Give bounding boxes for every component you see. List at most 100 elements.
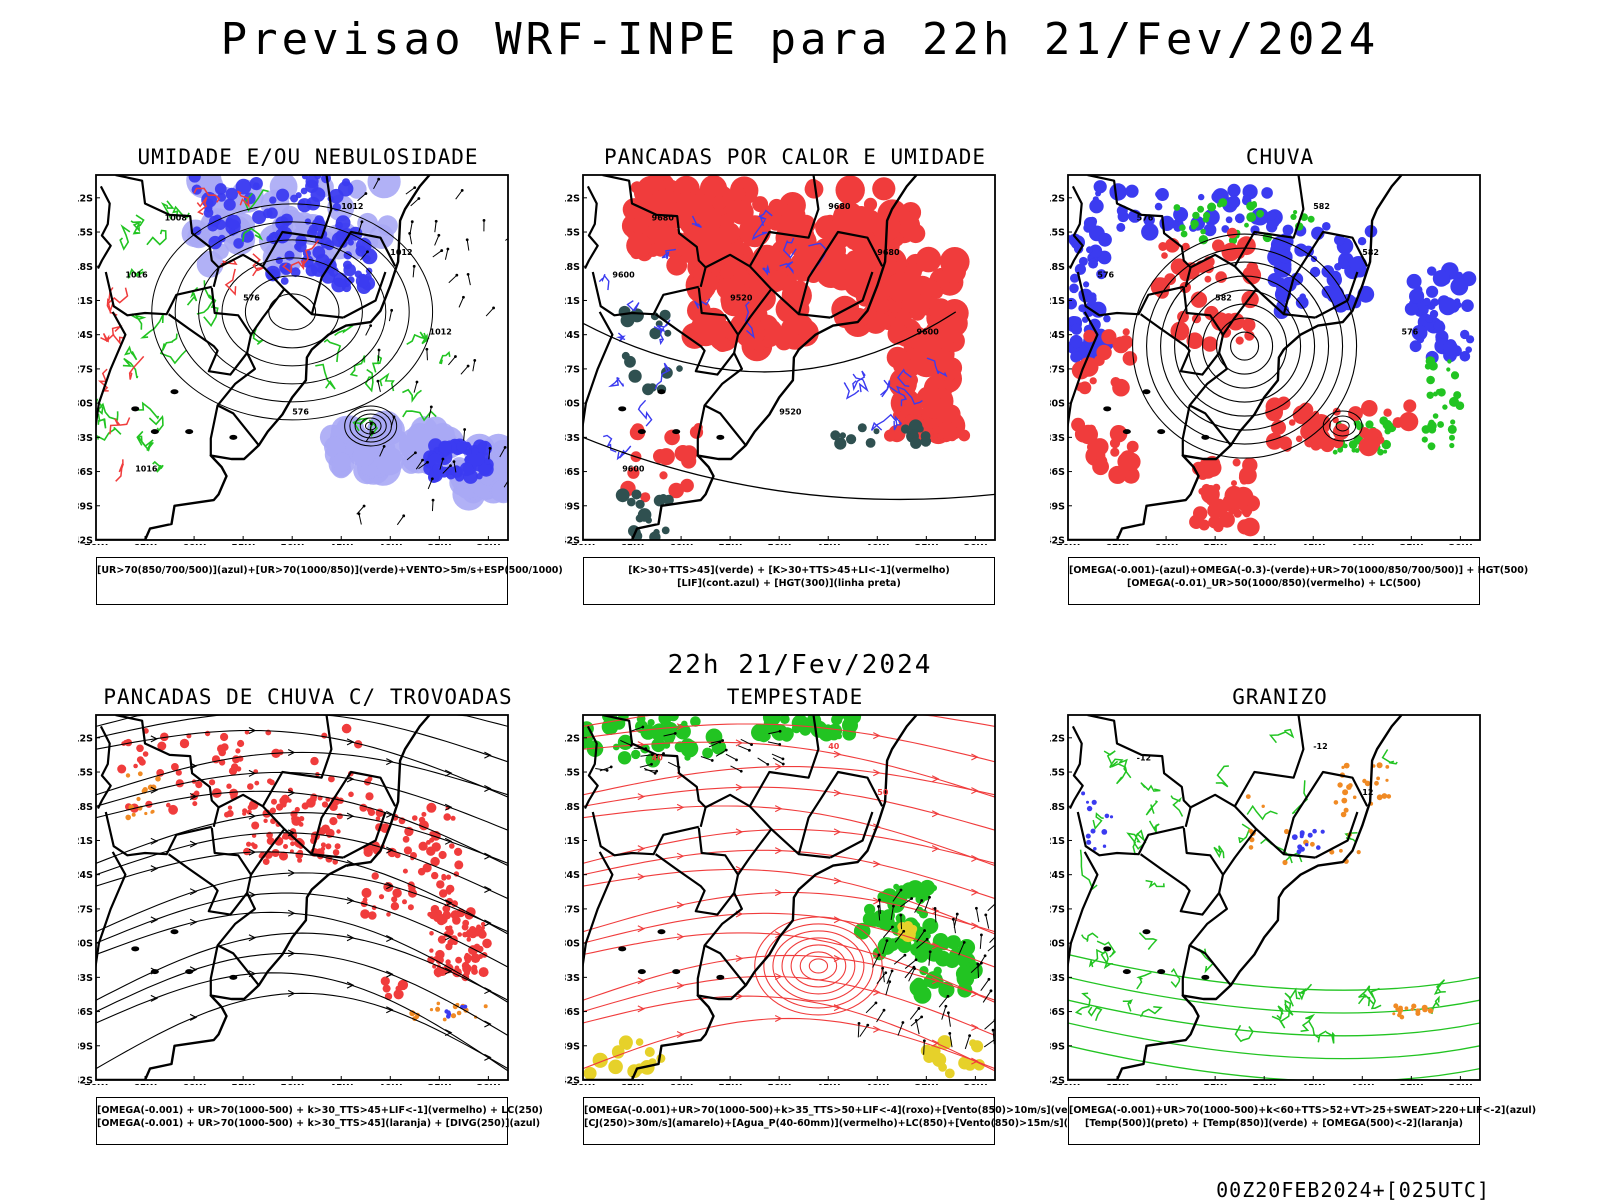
lake xyxy=(638,429,646,434)
rain-red-area xyxy=(1120,450,1137,467)
omega-green-area xyxy=(1452,371,1457,376)
wind-vector xyxy=(371,431,374,434)
omega-blue-area xyxy=(1283,225,1294,236)
instability-red-area xyxy=(675,445,692,462)
instability-green-area xyxy=(638,508,652,522)
omega-green-area xyxy=(1365,420,1373,428)
instability-green-area xyxy=(830,430,840,440)
legend-line: [K>30+TTS>45](verde) + [K>30+TTS>45+LI<-… xyxy=(584,564,994,577)
convective-red-area xyxy=(391,896,397,902)
instability-red-area xyxy=(836,175,865,204)
convective-red-area xyxy=(299,816,304,821)
wind-vector xyxy=(467,273,470,276)
convective-red-area xyxy=(386,912,391,917)
omega-blue-area xyxy=(1426,286,1438,298)
omega500-orange-area xyxy=(1282,860,1287,865)
weather-map: -12-121212S15S18S21S24S27S30S33S36S39S42… xyxy=(1050,685,1510,1085)
legend-line: [OMEGA(-0.001) + UR>70(1000-500) + k>30_… xyxy=(97,1104,507,1117)
lake xyxy=(618,946,626,951)
wind-vector xyxy=(411,220,414,223)
convective-red-area xyxy=(228,806,232,810)
lat-tick-label: 27S xyxy=(78,364,93,375)
omega-blue-area xyxy=(1079,257,1088,266)
omega-blue-area xyxy=(1443,340,1458,355)
omega-green-area xyxy=(1377,449,1384,456)
omega500-orange-area xyxy=(1341,766,1344,769)
convective-red-area xyxy=(476,925,481,930)
lat-tick-label: 39S xyxy=(78,501,93,512)
lat-tick-label: 39S xyxy=(565,1041,580,1052)
convective-orange-area xyxy=(136,797,140,801)
convective-red-area xyxy=(235,748,240,753)
hail-blue-area xyxy=(1312,829,1317,834)
convective-red-area xyxy=(254,781,259,786)
wind-vector xyxy=(361,220,364,223)
rain-red-area xyxy=(1075,426,1092,443)
rain-red-area xyxy=(1399,412,1418,431)
wind-vector xyxy=(427,349,428,360)
omega-green-area xyxy=(1442,404,1447,409)
jet-yellow-area xyxy=(636,1038,644,1046)
hail-blue-area xyxy=(1316,845,1321,850)
lon-tick-label: 30W xyxy=(477,543,501,545)
wind-vector xyxy=(378,350,379,361)
map-legend: [OMEGA(-0.001)+UR>70(1000-500)+k<60+TTS>… xyxy=(1068,1097,1480,1145)
wind850-green-area xyxy=(893,884,899,890)
legend-line: [CJ(250)>30m/s](amarelo)+[Agua_P(40-60mm… xyxy=(584,1117,994,1130)
contour-label: 576 xyxy=(243,293,260,302)
omega-blue-area xyxy=(1118,211,1129,222)
wind-vector xyxy=(976,963,979,966)
jet-yellow-area xyxy=(923,1051,935,1063)
wind-vector xyxy=(421,459,424,462)
lat-tick-label: 39S xyxy=(565,501,580,512)
lon-tick-label: 50W xyxy=(767,543,791,545)
map-background xyxy=(1068,715,1480,1080)
lake xyxy=(672,429,680,434)
lat-tick-label: 24S xyxy=(1050,870,1065,881)
humidity-high-area xyxy=(375,447,404,476)
humidity-midlevel-area xyxy=(299,200,305,206)
omega-blue-area xyxy=(1070,351,1082,363)
lake xyxy=(618,406,626,411)
lat-tick-label: 15S xyxy=(1050,768,1065,779)
omega-blue-area xyxy=(1407,274,1422,289)
omega500-orange-area xyxy=(1411,1004,1416,1009)
convective-red-area xyxy=(465,955,470,960)
wind-vector xyxy=(467,365,470,368)
wind-vector xyxy=(877,905,880,908)
map-legend: [OMEGA(-0.001)+UR>70(1000-500)+k>35_TTS>… xyxy=(583,1097,995,1145)
lat-tick-label: 18S xyxy=(565,262,580,273)
wind-vector xyxy=(901,1021,904,1024)
omega500-orange-area xyxy=(1376,777,1380,781)
convective-red-area xyxy=(446,875,451,880)
wind850-green-area xyxy=(864,904,875,915)
omega-blue-area xyxy=(1204,224,1217,237)
lon-tick-label: 40W xyxy=(1350,1083,1374,1085)
humidity-midlevel-area xyxy=(484,458,490,464)
lake xyxy=(151,429,159,434)
wind-vector xyxy=(984,913,987,916)
lon-tick-label: 55W xyxy=(231,1083,255,1085)
humidity-high-area xyxy=(492,479,516,503)
omega-green-area xyxy=(1191,224,1196,229)
wind-vector xyxy=(466,238,469,241)
convective-red-area xyxy=(481,926,485,930)
omega-green-area xyxy=(1308,216,1315,223)
lake xyxy=(638,969,646,974)
convective-orange-area xyxy=(430,1008,433,1011)
rain-red-area xyxy=(1231,480,1237,486)
wind-vector xyxy=(414,451,417,454)
wind-vector xyxy=(975,907,978,910)
wind-vector xyxy=(366,250,369,253)
lon-tick-label: 35W xyxy=(1399,1083,1423,1085)
convective-red-area xyxy=(479,967,489,977)
omega-blue-area xyxy=(1086,246,1093,253)
lat-tick-label: 15S xyxy=(565,768,580,779)
contour-label: 40 xyxy=(828,742,840,751)
rain-red-area xyxy=(1096,345,1111,360)
omega-green-area xyxy=(1450,419,1455,424)
lat-tick-label: 18S xyxy=(78,802,93,813)
humidity-midlevel-area xyxy=(294,243,301,250)
lon-tick-label: 65W xyxy=(133,543,157,545)
wind-vector xyxy=(910,897,913,900)
